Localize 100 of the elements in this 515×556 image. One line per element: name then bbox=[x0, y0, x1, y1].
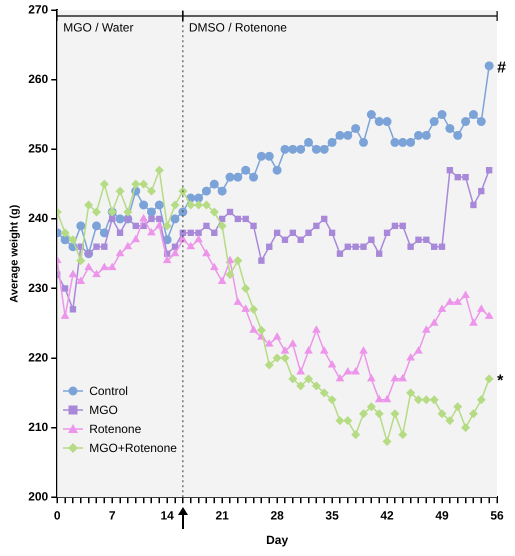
point bbox=[116, 230, 124, 236]
point bbox=[108, 262, 117, 270]
point bbox=[328, 395, 337, 404]
point bbox=[296, 381, 306, 390]
point bbox=[290, 230, 296, 236]
point bbox=[430, 117, 439, 126]
point bbox=[390, 138, 400, 147]
y-tick-label: 250 bbox=[28, 142, 49, 156]
point bbox=[132, 222, 139, 230]
point bbox=[335, 130, 344, 140]
point bbox=[225, 172, 234, 182]
point bbox=[233, 256, 242, 266]
point bbox=[100, 180, 109, 189]
point bbox=[249, 304, 258, 314]
point bbox=[461, 423, 470, 432]
point bbox=[422, 130, 431, 140]
point bbox=[415, 236, 422, 243]
band-label: MGO / Water bbox=[63, 20, 134, 35]
point bbox=[351, 124, 360, 133]
point bbox=[218, 221, 227, 230]
point bbox=[476, 304, 486, 312]
point bbox=[234, 216, 242, 222]
point bbox=[398, 374, 408, 382]
point bbox=[210, 180, 219, 189]
point bbox=[256, 326, 266, 335]
point bbox=[146, 207, 156, 216]
point bbox=[400, 222, 406, 230]
point bbox=[116, 186, 125, 196]
point bbox=[148, 216, 155, 222]
point bbox=[382, 437, 392, 446]
point bbox=[320, 144, 329, 154]
point bbox=[109, 216, 116, 222]
point bbox=[202, 248, 211, 256]
point bbox=[328, 138, 337, 147]
point bbox=[210, 207, 219, 216]
point bbox=[414, 130, 423, 140]
point bbox=[484, 61, 494, 70]
point bbox=[194, 234, 203, 242]
legend-label: Control bbox=[89, 384, 128, 398]
point bbox=[272, 332, 282, 340]
point bbox=[76, 276, 86, 284]
point bbox=[406, 353, 415, 361]
point bbox=[376, 250, 382, 257]
point bbox=[414, 346, 423, 354]
x-tick-label: 42 bbox=[380, 508, 394, 523]
point bbox=[188, 230, 194, 236]
point bbox=[422, 395, 431, 404]
point bbox=[453, 402, 462, 412]
point bbox=[343, 130, 352, 140]
point bbox=[478, 188, 484, 194]
point bbox=[366, 402, 376, 412]
legend-label: MGO bbox=[89, 402, 118, 417]
point bbox=[304, 346, 313, 354]
point bbox=[351, 366, 360, 374]
y-tick-label: 270 bbox=[28, 2, 49, 17]
point bbox=[154, 200, 164, 210]
x-tick-label: 21 bbox=[215, 508, 230, 523]
point bbox=[374, 409, 384, 418]
point bbox=[84, 262, 93, 270]
point bbox=[304, 138, 314, 147]
point bbox=[304, 374, 314, 384]
point bbox=[70, 306, 76, 313]
point bbox=[178, 207, 188, 216]
annotation: * bbox=[497, 372, 504, 390]
point bbox=[178, 186, 188, 196]
point bbox=[68, 235, 78, 244]
point bbox=[321, 216, 328, 222]
point bbox=[312, 144, 321, 154]
point bbox=[241, 284, 250, 293]
point bbox=[351, 430, 360, 440]
point bbox=[296, 366, 305, 374]
point bbox=[116, 214, 125, 224]
y-tick-label: 220 bbox=[28, 350, 49, 364]
point bbox=[438, 110, 447, 120]
point bbox=[60, 235, 70, 244]
point bbox=[154, 220, 164, 228]
point bbox=[258, 257, 265, 264]
point bbox=[484, 374, 494, 384]
annotation: # bbox=[497, 59, 506, 76]
point bbox=[390, 374, 400, 382]
point bbox=[92, 221, 101, 230]
point bbox=[476, 395, 486, 404]
point bbox=[390, 409, 400, 418]
point bbox=[486, 167, 492, 174]
point bbox=[131, 234, 140, 242]
x-tick-label: 28 bbox=[270, 508, 284, 523]
point bbox=[382, 394, 392, 402]
point bbox=[100, 262, 109, 270]
point bbox=[328, 360, 336, 368]
point bbox=[360, 244, 367, 250]
point bbox=[180, 230, 186, 236]
point bbox=[358, 409, 368, 418]
point bbox=[296, 144, 306, 154]
point bbox=[272, 354, 282, 363]
x-tick-label: 49 bbox=[435, 508, 450, 523]
point bbox=[256, 152, 266, 161]
point bbox=[446, 167, 454, 174]
point bbox=[352, 244, 359, 250]
point bbox=[241, 304, 250, 312]
point bbox=[241, 166, 250, 175]
